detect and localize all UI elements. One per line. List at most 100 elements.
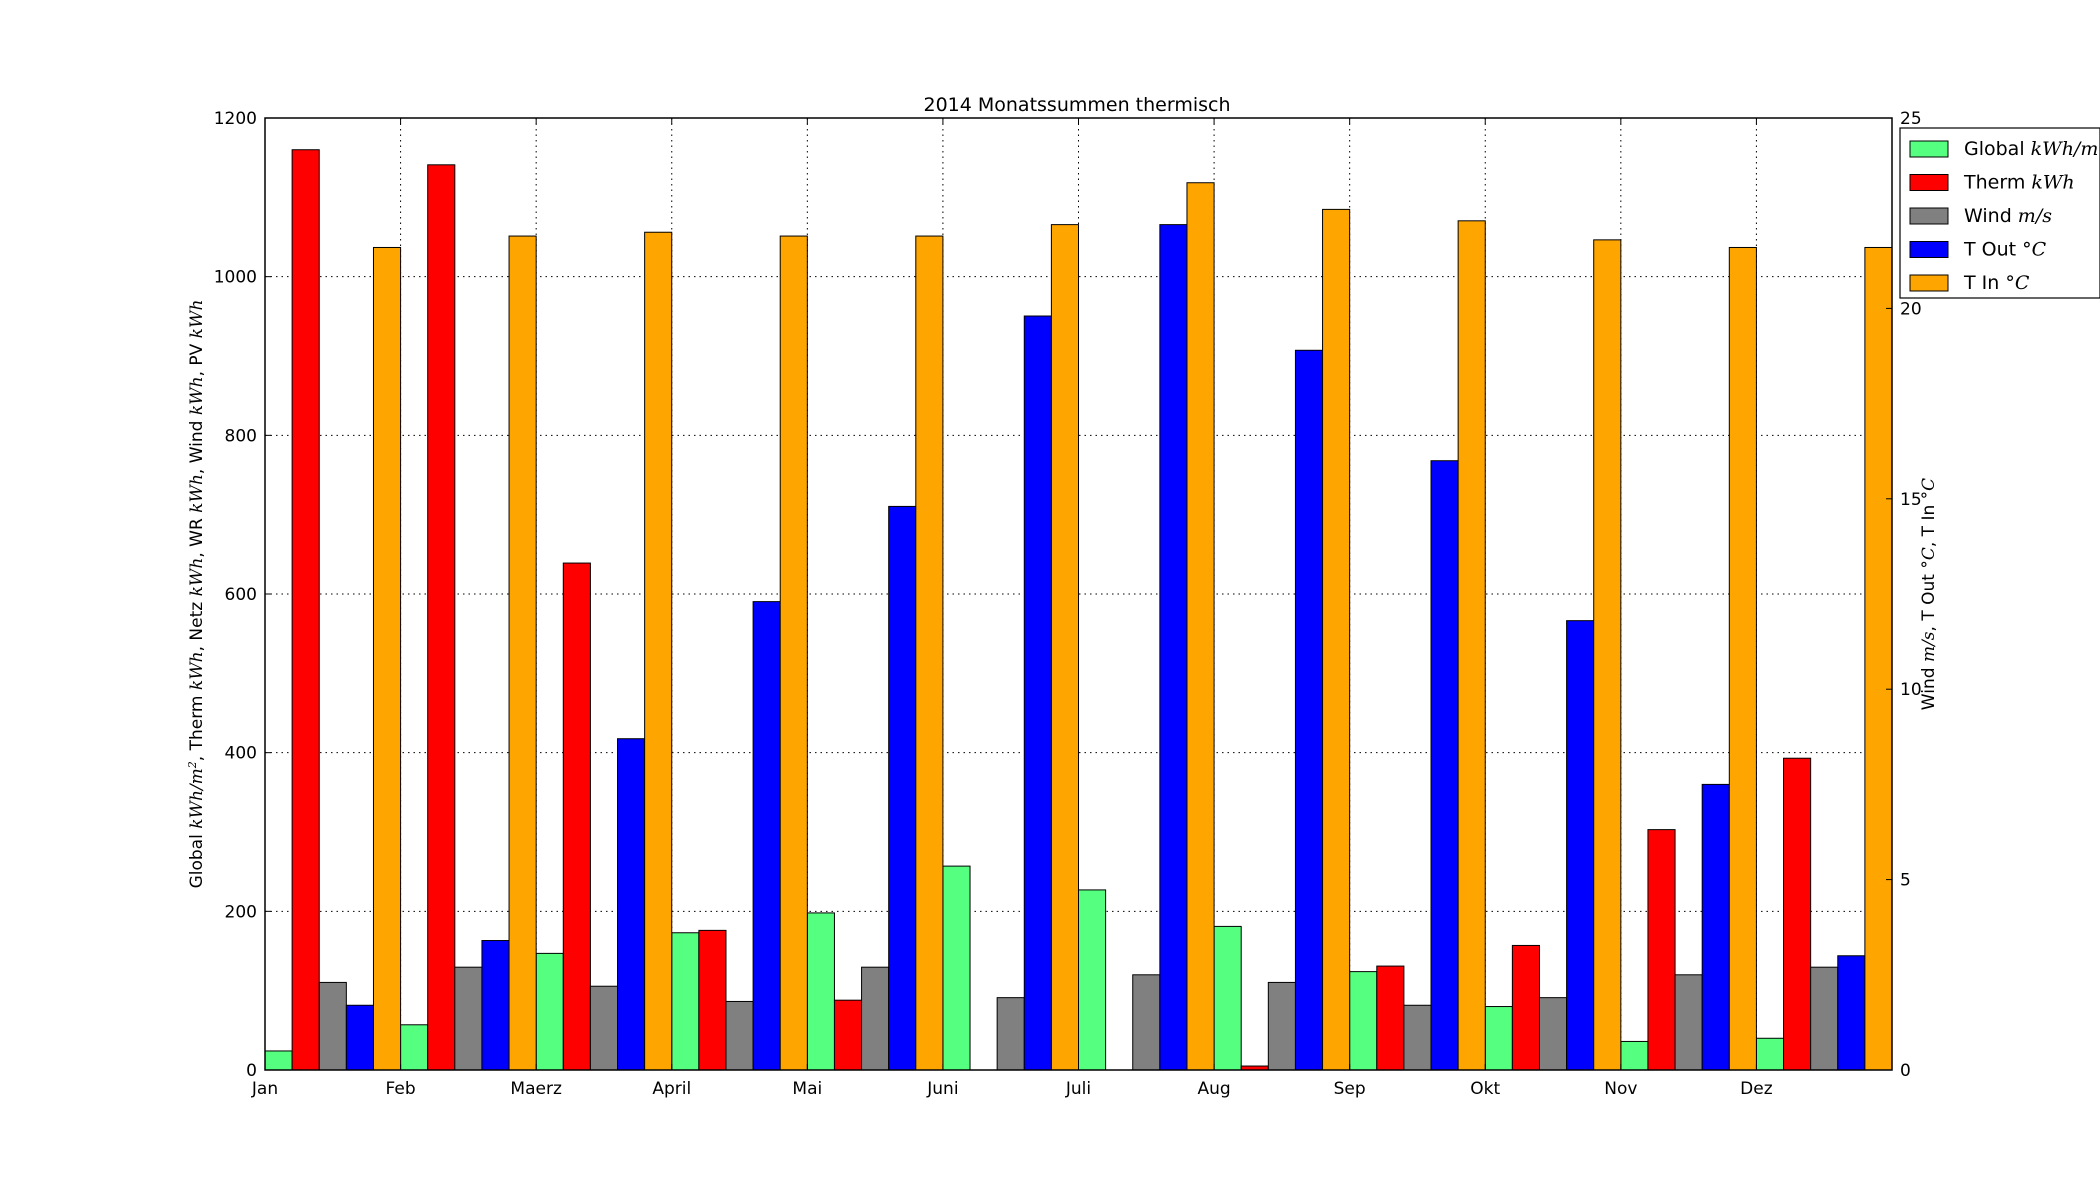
bar <box>1511 944 1540 1071</box>
label-part: Global <box>1964 138 2031 160</box>
bar <box>779 235 808 1071</box>
bar <box>427 164 456 1071</box>
y-left-axis: 0 200 400 600 800 1000 1200 <box>214 109 271 1081</box>
x-tick-label: Mai <box>792 1079 822 1099</box>
label-part: °C <box>2022 239 2047 261</box>
bar <box>1376 965 1405 1071</box>
label-part: kWh <box>187 376 207 415</box>
label-part: , T In <box>1919 499 1939 547</box>
bar <box>1403 1004 1432 1071</box>
label-part: , T Out <box>1919 569 1939 632</box>
legend-swatch <box>1909 274 1949 292</box>
bar <box>1728 246 1757 1071</box>
bar <box>698 929 727 1071</box>
bar <box>318 981 347 1071</box>
bar <box>508 235 537 1071</box>
bar <box>1783 757 1812 1071</box>
bar <box>589 985 619 1071</box>
label-part: , Therm <box>187 690 207 761</box>
bar <box>888 505 917 1071</box>
x-tick-label: Feb <box>386 1079 416 1099</box>
bar <box>1755 1037 1785 1071</box>
bar <box>1647 829 1676 1071</box>
x-tick-label: Okt <box>1470 1079 1500 1099</box>
label-part: , Wind <box>187 415 207 474</box>
bar <box>1810 966 1839 1071</box>
x-tick-label: Jan <box>251 1079 278 1099</box>
x-tick-label: Juni <box>926 1079 958 1099</box>
label-part: kWh/m <box>187 768 207 829</box>
bar <box>1267 981 1296 1071</box>
legend-item: T Out °C <box>1909 239 2047 261</box>
x-tick-label: Nov <box>1604 1079 1637 1099</box>
y-left-tick-label: 200 <box>225 902 257 922</box>
bar <box>1457 220 1486 1071</box>
y-right-tick-label: 0 <box>1900 1061 1911 1081</box>
label-part: kWh <box>187 651 207 690</box>
bar <box>562 562 591 1071</box>
bar <box>1837 955 1866 1071</box>
label-part: kWh <box>187 474 207 513</box>
y-left-tick-label: 1000 <box>214 268 257 288</box>
bar <box>644 231 673 1071</box>
y-right-axis-label: Wind m/s, T Out °C, T In °C <box>1919 478 1939 710</box>
legend-swatch <box>1909 207 1949 225</box>
label-part: Wind <box>1964 205 2018 227</box>
x-tick-label: Aug <box>1197 1079 1230 1099</box>
bar <box>1566 620 1595 1071</box>
bar <box>291 149 320 1071</box>
bar <box>1159 224 1188 1071</box>
label-part: m/s <box>2018 205 2052 227</box>
bar <box>1620 1040 1649 1071</box>
y-left-tick-label: 400 <box>225 744 257 764</box>
label-part: kWh <box>2031 172 2074 194</box>
label-part: m/s <box>1919 631 1939 662</box>
bar <box>671 932 700 1071</box>
series-3-bars <box>345 224 1866 1071</box>
bar <box>1484 1006 1513 1071</box>
bar <box>725 1000 754 1071</box>
bar <box>915 235 944 1071</box>
bar <box>1864 246 1893 1071</box>
bar <box>833 999 863 1071</box>
label-part: °C <box>1919 478 1939 500</box>
bar <box>481 940 510 1071</box>
bar <box>752 601 781 1071</box>
legend-label: Global kWh/m <box>1964 138 2098 160</box>
x-tick-label: April <box>652 1079 691 1099</box>
bar <box>400 1024 429 1071</box>
bar <box>1593 239 1622 1071</box>
bar <box>535 952 564 1071</box>
label-part: kWh <box>187 558 207 597</box>
x-tick-label: Juli <box>1065 1079 1091 1099</box>
x-axis: Jan Feb Maerz April Mai Juni Juli Aug Sep Okt Nov D… <box>251 118 1773 1099</box>
legend-item: T In °C <box>1909 272 2030 294</box>
y-right-tick-label: 20 <box>1900 299 1922 319</box>
label-part: , Netz <box>187 596 207 651</box>
bar <box>1050 224 1079 1071</box>
label-part: °C <box>2005 272 2030 294</box>
legend-label: Wind m/s <box>1964 205 2052 227</box>
label-part: Wind <box>1919 662 1939 710</box>
label-part: 2 <box>186 761 199 769</box>
legend-item: Global kWh/m <box>1909 138 2098 160</box>
x-tick-label: Maerz <box>510 1079 562 1099</box>
bar <box>345 1004 374 1071</box>
label-part: kWh/m <box>2031 138 2099 160</box>
x-tick-label: Sep <box>1334 1079 1366 1099</box>
bar <box>1322 208 1351 1071</box>
y-left-tick-label: 0 <box>246 1061 257 1081</box>
y-right-tick-label: 15 <box>1900 490 1922 510</box>
bar <box>1023 315 1052 1071</box>
legend-swatch <box>1909 140 1949 158</box>
bar <box>1078 889 1107 1071</box>
bar <box>1538 997 1568 1071</box>
y-right-tick-label: 10 <box>1900 680 1922 700</box>
legend-label: T In °C <box>1963 272 2030 294</box>
chart-title: 2014 Monatssummen thermisch <box>923 94 1230 116</box>
y-right-tick-label: 5 <box>1900 871 1911 891</box>
legend-swatch <box>1909 174 1949 191</box>
label-part: °C <box>1919 547 1939 569</box>
